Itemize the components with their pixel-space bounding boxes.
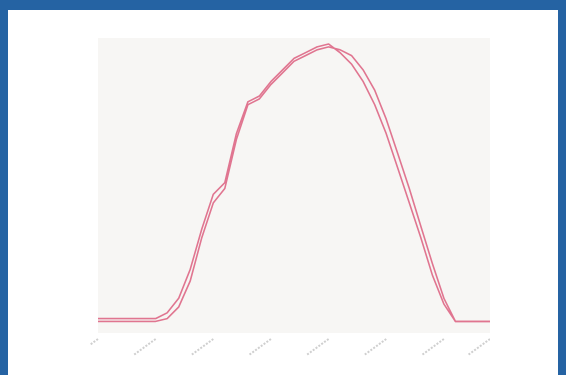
line-chart — [90, 38, 490, 356]
x-tick-label-1 — [90, 338, 99, 347]
x-tick-label-7 — [421, 338, 445, 356]
x-tick-label-4 — [248, 338, 272, 356]
series-line-1 — [98, 43, 490, 323]
x-tick-label-2 — [133, 338, 157, 356]
x-tick-label-5 — [306, 338, 330, 356]
x-tick-label-8 — [467, 338, 490, 356]
series-line-2 — [98, 46, 490, 323]
chart-container — [90, 30, 490, 375]
chart-panel — [8, 10, 558, 375]
x-tick-label-6 — [363, 338, 387, 356]
x-tick-label-3 — [190, 338, 214, 356]
plot-area — [98, 38, 490, 333]
